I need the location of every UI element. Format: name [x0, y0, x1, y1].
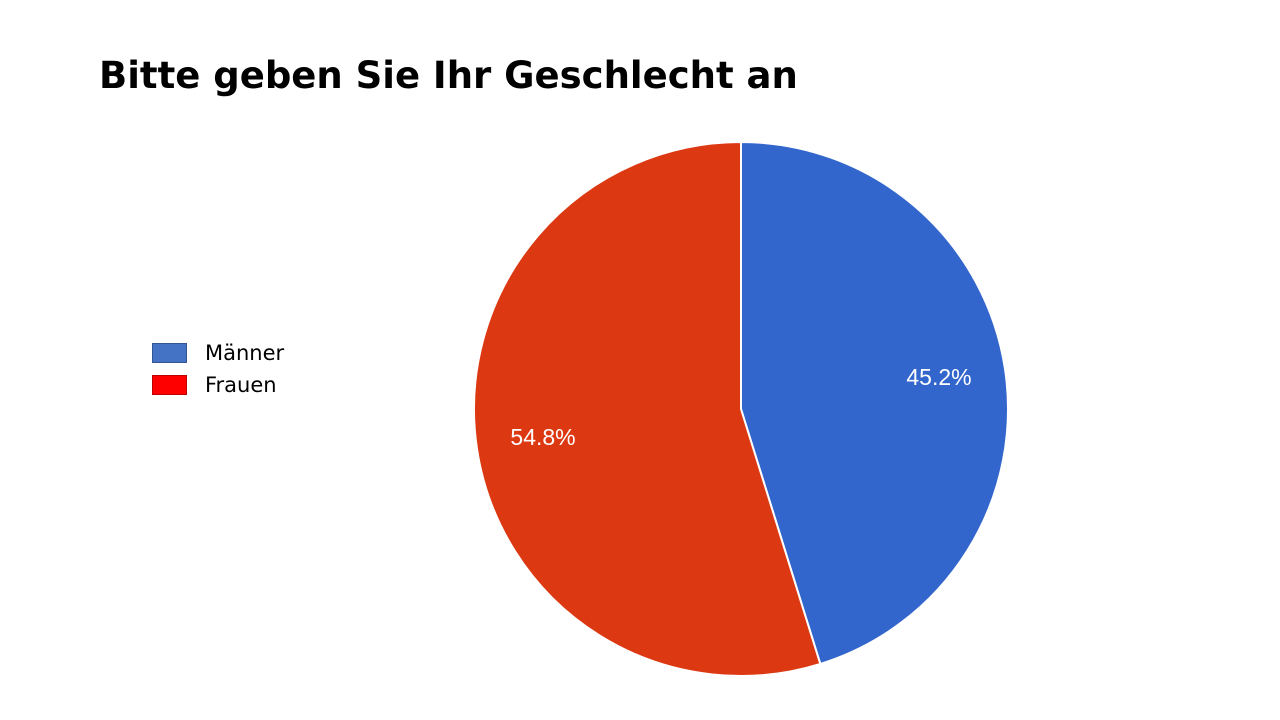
legend-item-maenner: Männer: [152, 337, 284, 369]
slice-label-frauen: 54.8%: [510, 424, 575, 450]
pie-slice-maenner: [740, 141, 1009, 665]
legend-label-frauen: Frauen: [205, 373, 277, 397]
legend: Männer Frauen: [152, 337, 284, 401]
legend-label-maenner: Männer: [205, 341, 285, 365]
slice-label-maenner: 45.2%: [906, 364, 971, 390]
pie-slice-frauen: [473, 141, 822, 677]
legend-item-frauen: Frauen: [152, 369, 284, 401]
chart-title: Bitte geben Sie Ihr Geschlecht an: [99, 54, 798, 97]
legend-swatch-maenner: [152, 343, 187, 363]
legend-swatch-frauen: [152, 375, 187, 395]
